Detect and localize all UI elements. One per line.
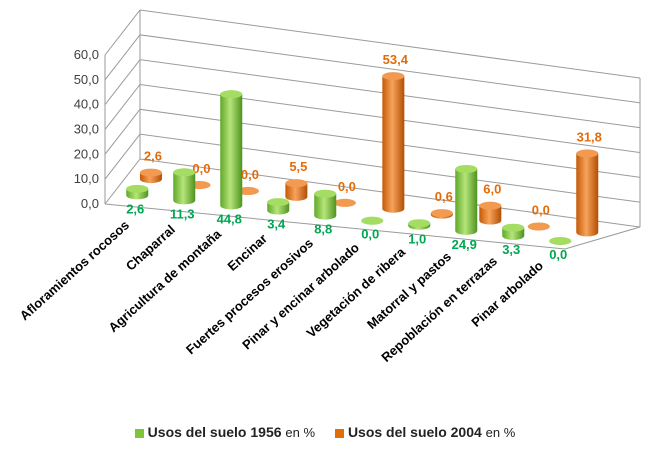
x-tick-label: Encinar [225, 231, 270, 274]
bar-2004 [333, 198, 356, 207]
bar-1956 [314, 189, 337, 220]
bar-chart-3d: 0,010,020,030,040,050,060,02,60,0 0,05,50… [17, 9, 641, 365]
data-label-1956: 44,8 [217, 211, 242, 226]
data-label-2004: 53,4 [383, 52, 409, 67]
y-tick-label: 60,0 [74, 47, 99, 62]
legend-swatch-1956 [134, 428, 144, 438]
legend-label-1956: Usos del suelo 1956 [147, 424, 282, 440]
data-label-1956: 24,9 [452, 237, 477, 252]
legend-unit-2004: en % [485, 425, 516, 440]
data-label-1956: 11,3 [170, 206, 195, 221]
gridline [104, 59, 641, 129]
data-label-2004: 0,0 [192, 161, 210, 176]
y-tick-label: 0,0 [81, 196, 99, 211]
x-tick-label: Matorral y pastos [364, 249, 454, 332]
y-tick-label: 40,0 [74, 97, 99, 112]
y-tick-label: 20,0 [74, 146, 99, 161]
data-label-1956: 8,8 [314, 222, 332, 237]
data-label-1956: 2,6 [126, 201, 144, 216]
bar-1956 [502, 223, 525, 240]
bar-1956 [126, 184, 149, 200]
bar-1956 [549, 236, 572, 245]
legend-unit-1956: en % [285, 425, 316, 440]
bar-2004 [382, 72, 405, 213]
y-tick-label: 50,0 [74, 72, 99, 87]
bar-2004 [236, 186, 259, 195]
bar-2004 [430, 209, 453, 219]
bar-1956 [408, 219, 431, 230]
legend-swatch-2004 [334, 428, 344, 438]
axes: 0,0 10,0 20,0 30,0 40,0 50,0 60,0 [74, 9, 641, 250]
x-tick-label: Afloramientos rocosos [17, 217, 132, 323]
data-label-2004: 0,0 [338, 179, 356, 194]
bar-1956 [455, 164, 478, 235]
bar-2004 [139, 168, 162, 184]
bar-1956 [361, 216, 384, 225]
bar-2004 [479, 201, 502, 225]
bar-2004 [285, 179, 308, 201]
y-tick-label: 10,0 [74, 171, 99, 186]
gridline [104, 83, 641, 153]
legend: Usos del suelo 1956 en % Usos del suelo … [0, 424, 650, 440]
bar-2004 [576, 149, 599, 237]
y-tick-label: 30,0 [74, 122, 99, 137]
data-label-2004: 0,0 [532, 202, 550, 217]
data-label-1956: 0,0 [361, 227, 379, 242]
data-label-2004: 31,8 [577, 129, 602, 144]
bar-1956 [220, 90, 243, 210]
gridline [104, 34, 641, 104]
data-label-1956: 0,0 [549, 247, 567, 262]
bar-1956 [267, 198, 290, 215]
bar-1956 [173, 168, 196, 205]
gridline [104, 9, 641, 79]
data-label-2004: 5,5 [289, 159, 307, 174]
legend-item-1956: Usos del suelo 1956 en % [134, 424, 316, 440]
data-label-2004: 2,6 [144, 149, 162, 164]
legend-item-2004: Usos del suelo 2004 en % [334, 424, 516, 440]
bar-2004 [527, 222, 550, 231]
floor-edge [104, 203, 641, 250]
data-label-2004: 6,0 [483, 182, 501, 197]
x-tick-label: Vegetación de ribera [303, 244, 408, 341]
data-label-2004: 0,0 [241, 167, 259, 182]
data-label-2004: 0,6 [435, 189, 453, 204]
data-label-1956: 1,0 [408, 232, 426, 247]
legend-label-2004: Usos del suelo 2004 [347, 424, 482, 440]
data-label-1956: 3,3 [502, 242, 520, 257]
data-label-1956: 3,4 [267, 217, 286, 232]
bars: 2,6 0,0 0,0 5,5 0,0 53,4 0,6 6,0 0,0 31,8 2,6 11,3 4… [126, 52, 602, 262]
gridline [104, 108, 641, 178]
